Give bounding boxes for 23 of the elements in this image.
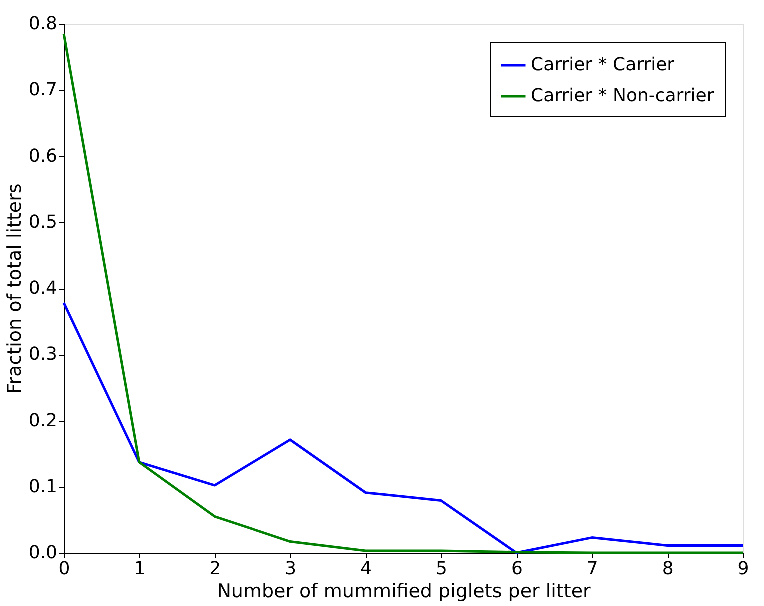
x-tick-label: 6 xyxy=(511,558,523,580)
y-tick-label: 0.0 xyxy=(28,542,58,564)
y-tick-label: 0.7 xyxy=(28,80,58,101)
x-tick-label: 3 xyxy=(285,558,297,580)
legend-label: Carrier * Non-carrier xyxy=(531,86,715,106)
y-tick-label: 0.5 xyxy=(28,212,58,233)
legend-label: Carrier * Carrier xyxy=(531,54,676,76)
y-tick-label: 0.1 xyxy=(28,476,58,498)
x-axis-title: Number of mummified piglets per litter xyxy=(217,580,592,602)
y-tick-label: 0.2 xyxy=(28,410,58,432)
y-tick-label: 0.3 xyxy=(28,344,58,366)
x-tick-label: 0 xyxy=(58,558,70,580)
y-tick-label: 0.6 xyxy=(28,146,58,167)
x-tick-label: 7 xyxy=(586,558,598,580)
y-tick-label: 0.8 xyxy=(28,14,58,34)
x-tick-label: 2 xyxy=(210,558,222,580)
y-axis-title: Fraction of total litters xyxy=(4,184,26,394)
x-tick-label: 9 xyxy=(738,558,750,580)
x-tick-label: 5 xyxy=(436,558,448,580)
x-tick-label: 8 xyxy=(662,558,674,580)
x-tick-label: 4 xyxy=(360,558,372,580)
y-tick-label: 0.4 xyxy=(28,278,58,299)
x-tick-label: 1 xyxy=(134,558,146,580)
